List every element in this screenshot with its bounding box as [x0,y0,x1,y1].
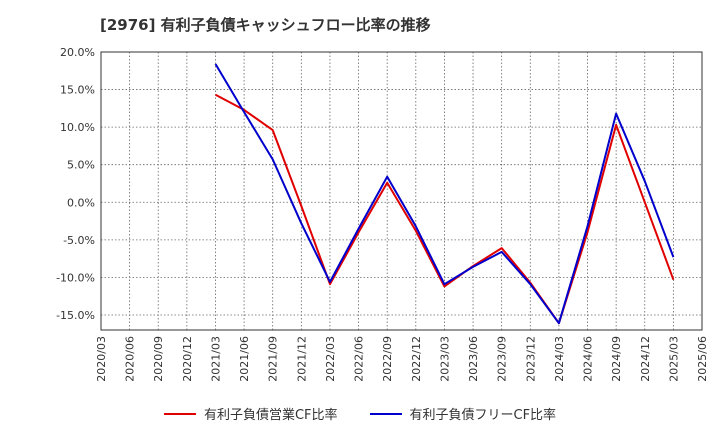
x-tick-label: 2023/03 [438,336,451,382]
y-tick-label: 0.0% [67,196,95,209]
x-tick-label: 2022/06 [353,336,366,382]
x-tick-label: 2022/09 [381,336,394,382]
x-tick-label: 2020/12 [181,336,194,382]
y-tick-label: -5.0% [63,234,95,247]
series-line-0 [215,93,675,325]
series-line-1 [214,63,675,325]
y-tick-label: -10.0% [56,271,95,284]
legend-item-free-cf: 有利子負債フリーCF比率 [369,404,557,423]
x-tick-label: 2022/03 [324,336,337,382]
y-tick-label: 5.0% [67,159,95,172]
y-tick-label: 15.0% [60,84,95,97]
x-tick-label: 2023/12 [524,336,537,382]
x-tick-label: 2023/06 [467,336,480,382]
x-tick-label: 2024/09 [610,336,623,382]
y-tick-label: 10.0% [60,121,95,134]
legend: 有利子負債営業CF比率 有利子負債フリーCF比率 [0,404,720,423]
chart-title: [2976] 有利子負債キャッシュフロー比率の推移 [100,16,431,34]
x-tick-label: 2020/03 [95,336,108,382]
x-tick-label: 2021/06 [238,336,251,382]
tick-label-layer: 20.0% 15.0% 10.0% 5.0% 0.0% -5.0% -10.0% -15.0%… [56,46,709,382]
legend-label-operating-cf: 有利子負債営業CF比率 [203,408,338,423]
axis-layer [100,51,703,331]
x-tick-label: 2024/03 [553,336,566,382]
y-tick-label: 20.0% [60,46,95,59]
legend-item-operating-cf: 有利子負債営業CF比率 [163,404,338,423]
x-tick-label: 2025/03 [667,336,680,382]
x-tick-label: 2020/06 [124,336,137,382]
x-tick-label: 2024/06 [582,336,595,382]
x-tick-label: 2021/03 [209,336,222,382]
y-tick-label: -15.0% [56,309,95,322]
legend-swatch-free-cf [369,412,402,415]
x-tick-label: 2021/12 [295,336,308,382]
legend-label-free-cf: 有利子負債フリーCF比率 [409,408,557,423]
x-tick-label: 2023/09 [496,336,509,382]
x-tick-label: 2020/09 [152,336,165,382]
x-tick-label: 2021/09 [267,336,280,382]
legend-swatch-operating-cf [163,412,196,415]
grid-layer [101,51,702,330]
x-tick-label: 2025/06 [696,336,709,382]
series-layer [214,63,675,325]
x-tick-label: 2022/12 [410,336,423,382]
x-tick-label: 2024/12 [639,336,652,382]
plot-frame [100,51,703,331]
